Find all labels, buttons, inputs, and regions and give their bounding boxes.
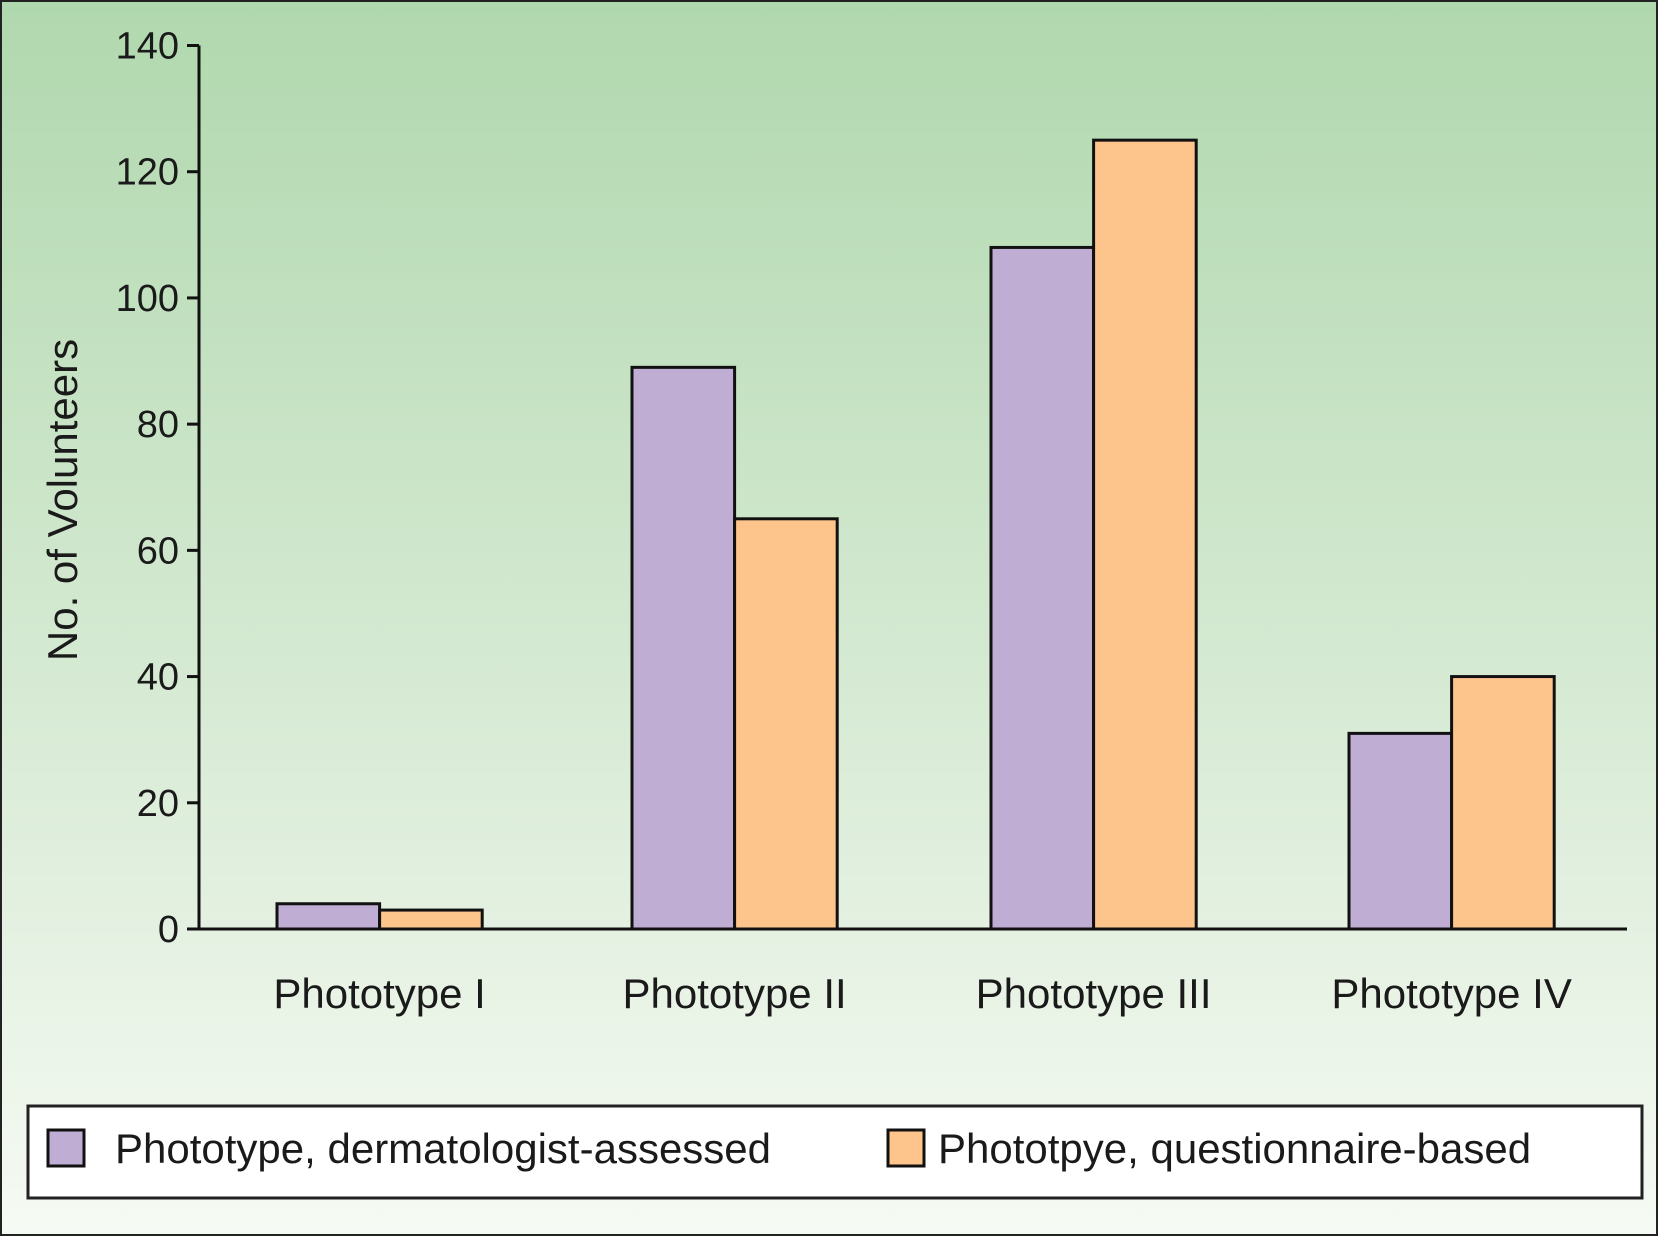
bar-dermatologist-3	[989, 245, 1096, 931]
y-axis-label: No. of Volunteers	[39, 339, 86, 661]
x-tick-label: Phototype III	[976, 970, 1212, 1017]
x-tick-label: Phototype II	[623, 970, 847, 1017]
legend: Phototype, dermatologist-assessed Phototp…	[26, 1104, 1644, 1200]
y-tick-label: 40	[137, 657, 179, 699]
bar-dermatologist-4	[1347, 731, 1454, 931]
legend-label: Phototpye, questionnaire-based	[938, 1125, 1531, 1172]
y-tick-label: 140	[116, 26, 179, 68]
y-tick-label: 120	[116, 152, 179, 194]
y-tick-label: 20	[137, 783, 179, 825]
legend-swatch	[46, 1128, 86, 1168]
bar-questionnaire-2	[733, 517, 839, 931]
bar-dermatologist-2	[630, 365, 737, 931]
bar-questionnaire-4	[1450, 675, 1556, 931]
bar-questionnaire-3	[1092, 138, 1198, 931]
bar-dermatologist-1	[275, 902, 382, 931]
x-tick-label: Phototype IV	[1331, 970, 1572, 1017]
y-tick-label: 0	[158, 909, 179, 951]
legend-box	[26, 1104, 1644, 1200]
x-tick-label: Phototype I	[273, 970, 485, 1017]
y-tick-label: 60	[137, 530, 179, 572]
bar-questionnaire-1	[378, 908, 484, 931]
y-tick-label: 80	[137, 404, 179, 446]
y-tick-label: 100	[116, 278, 179, 320]
legend-label: Phototype, dermatologist-assessed	[115, 1125, 771, 1172]
legend-swatch	[886, 1128, 926, 1168]
